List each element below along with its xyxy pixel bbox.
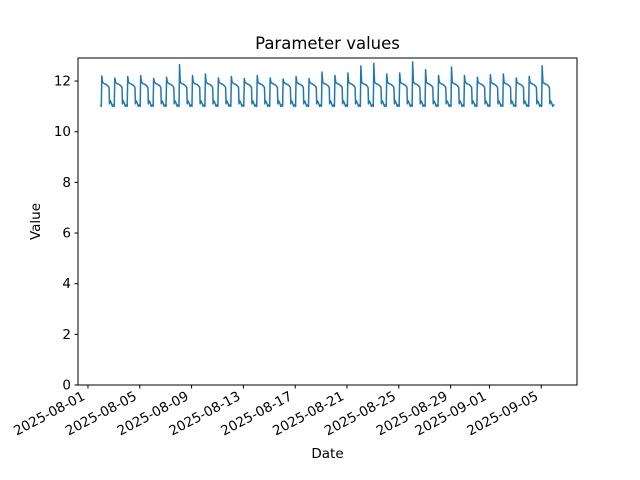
series-line [100, 61, 555, 108]
y-tick-label: 2 [62, 327, 71, 343]
y-axis-label: Value [28, 203, 44, 240]
x-axis-label: Date [311, 446, 343, 462]
y-tick-label: 12 [54, 74, 71, 90]
y-tick-label: 10 [54, 124, 71, 140]
y-tick-label: 4 [62, 276, 71, 292]
plot-border [77, 57, 578, 386]
chart-title: Parameter values [255, 34, 400, 53]
y-tick-label: 6 [62, 226, 71, 242]
y-tick-label: 0 [62, 378, 71, 394]
y-tick-label: 8 [62, 175, 71, 191]
